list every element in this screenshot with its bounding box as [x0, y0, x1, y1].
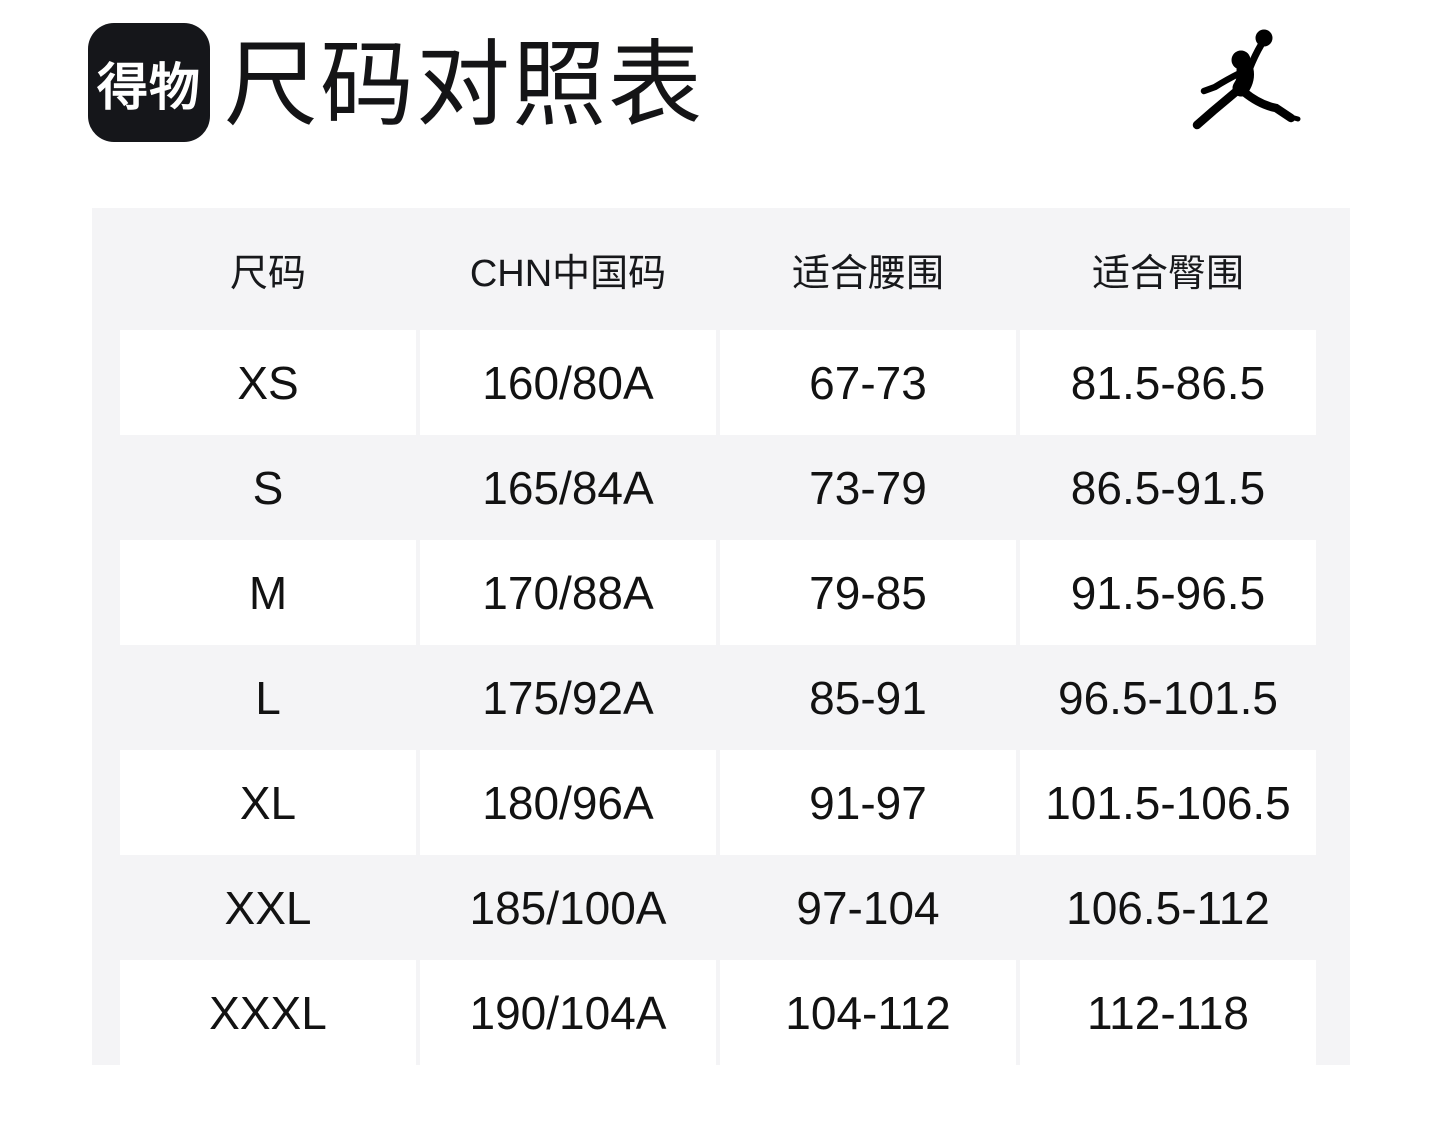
hip-value: 86.5-91.5 [1070, 461, 1266, 514]
size-value: M [120, 540, 416, 645]
waist-value: 79-85 [720, 540, 1016, 645]
waist-value: 104-112 [720, 960, 1016, 1065]
table-row-m: M 170/88A 79-85 91.5-96.5 [120, 540, 1316, 645]
size-value: L [255, 671, 281, 724]
waist-value: 73-79 [809, 461, 927, 514]
hip-value: 91.5-96.5 [1020, 540, 1316, 645]
table-row-xl: XL 180/96A 91-97 101.5-106.5 [120, 750, 1316, 855]
waist-value: 97-104 [796, 881, 940, 934]
chn-value: 175/92A [482, 671, 654, 724]
hip-value: 96.5-101.5 [1058, 671, 1278, 724]
size-value: XXXL [120, 960, 416, 1065]
table-row-l: L 175/92A 85-91 96.5-101.5 [120, 645, 1316, 750]
table-header-row: 尺码 CHN中国码 适合腰围 适合臀围 [120, 208, 1316, 330]
size-value: S [252, 461, 284, 514]
hip-value: 101.5-106.5 [1020, 750, 1316, 855]
waist-value: 85-91 [809, 671, 927, 724]
hip-value: 112-118 [1020, 960, 1316, 1065]
table-row-xs: XS 160/80A 67-73 81.5-86.5 [120, 330, 1316, 435]
hip-value: 81.5-86.5 [1020, 330, 1316, 435]
chn-value: 160/80A [420, 330, 716, 435]
waist-value: 67-73 [720, 330, 1016, 435]
size-value: XL [120, 750, 416, 855]
column-header-waist: 适合腰围 [791, 252, 944, 295]
table-row-xxl: XXL 185/100A 97-104 106.5-112 [120, 855, 1316, 960]
table-row-s: S 165/84A 73-79 86.5-91.5 [120, 435, 1316, 540]
waist-value: 91-97 [720, 750, 1016, 855]
dewu-logo: 得物 [88, 23, 210, 142]
size-value: XS [120, 330, 416, 435]
chn-value: 190/104A [420, 960, 716, 1065]
chn-value: 170/88A [420, 540, 716, 645]
chn-value: 185/100A [469, 881, 667, 934]
chn-value: 165/84A [482, 461, 654, 514]
column-header-size: 尺码 [229, 252, 306, 295]
hip-value: 106.5-112 [1066, 881, 1270, 934]
size-table: 尺码 CHN中国码 适合腰围 适合臀围 XS 160/80A 67-73 81.… [92, 208, 1350, 1065]
column-header-hip: 适合臀围 [1091, 252, 1244, 295]
jumpman-icon [1192, 29, 1301, 130]
size-value: XXL [224, 881, 312, 934]
column-header-chn: CHN中国码 [469, 252, 667, 295]
dewu-logo-text: 得物 [96, 58, 201, 116]
table-row-xxxl: XXXL 190/104A 104-112 112-118 [120, 960, 1316, 1065]
page-title: 尺码对照表 [224, 32, 705, 137]
chn-value: 180/96A [420, 750, 716, 855]
